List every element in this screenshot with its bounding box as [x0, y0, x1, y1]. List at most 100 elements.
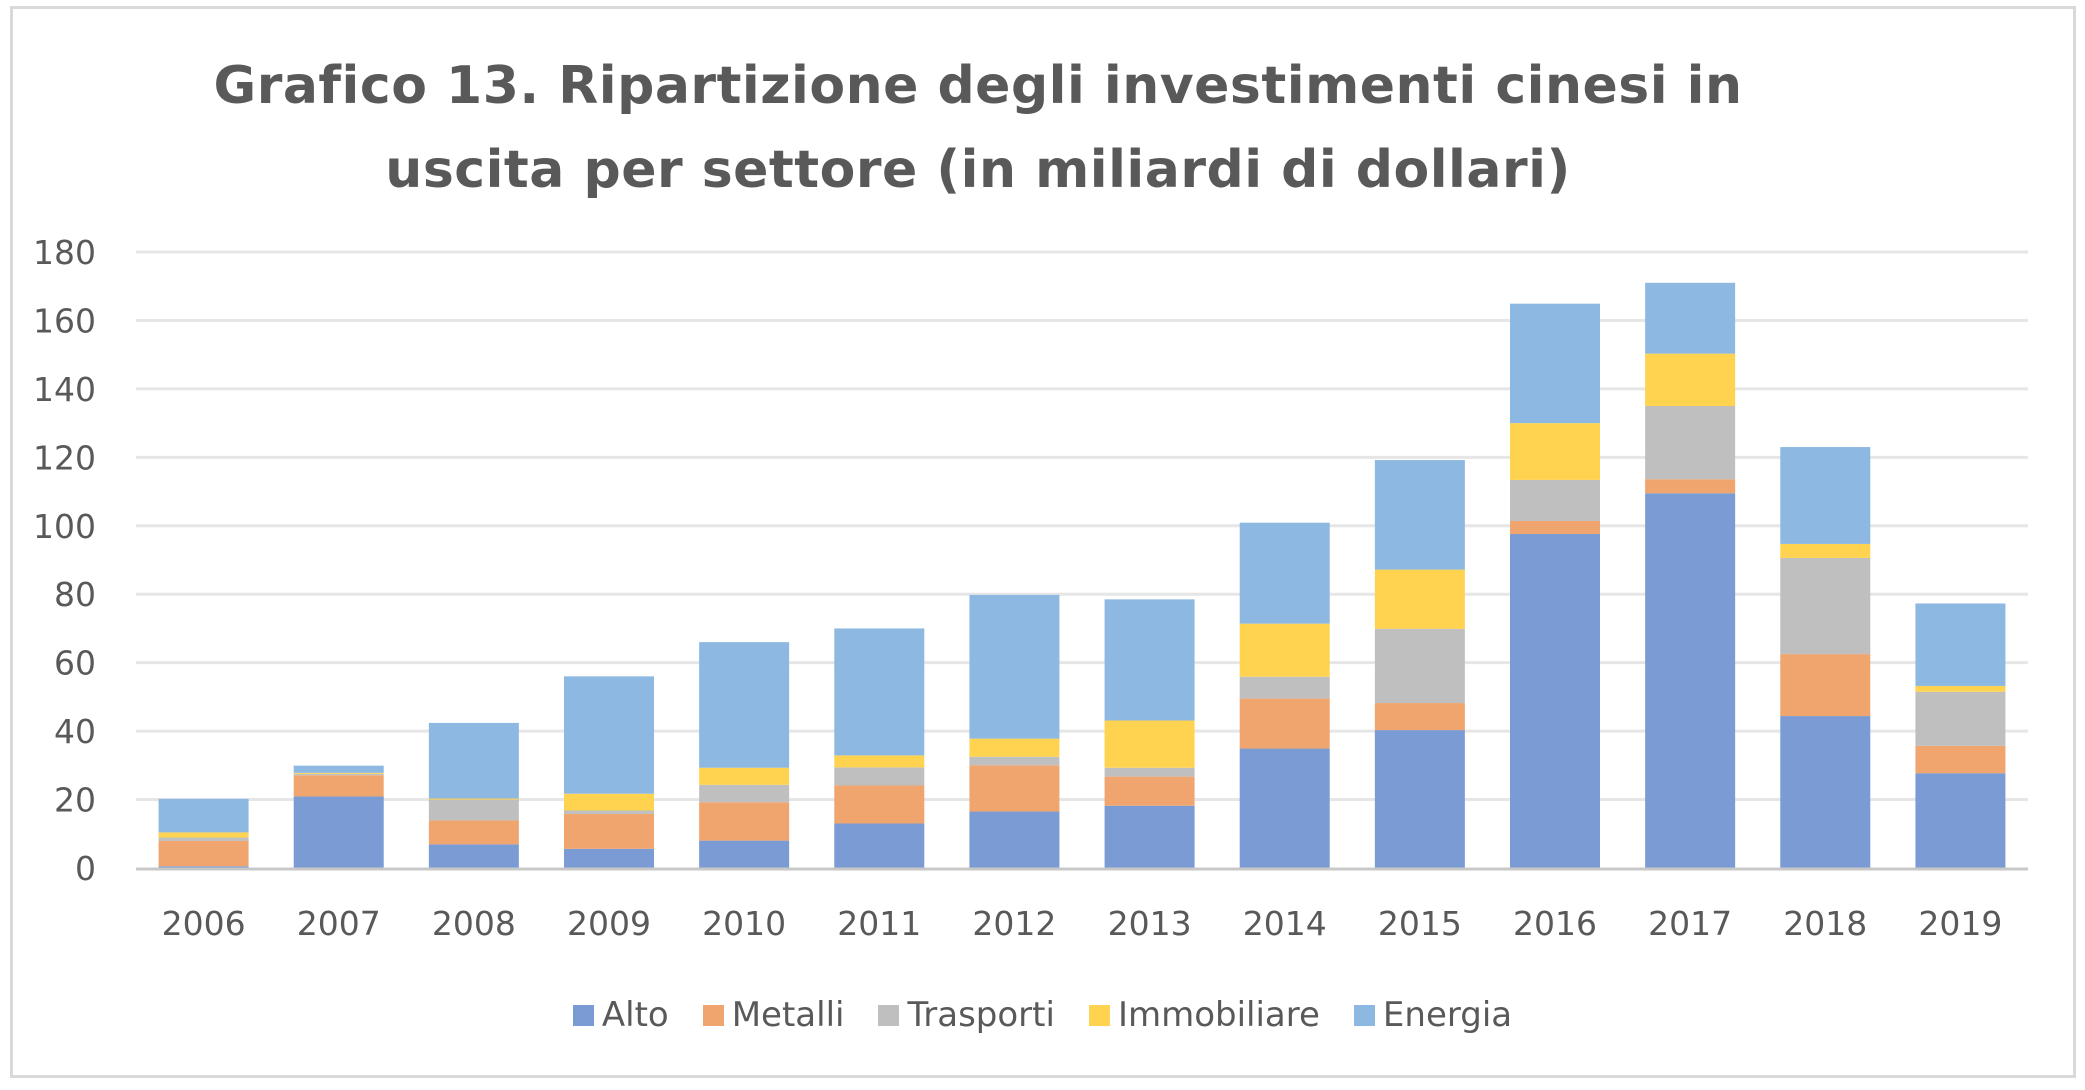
- bar-segment-energia: [564, 676, 654, 794]
- legend-swatch: [572, 1004, 594, 1026]
- x-tick-label: 2018: [1783, 904, 1867, 943]
- bar-segment-immobiliare: [969, 738, 1060, 757]
- bar-segment-metalli: [564, 813, 654, 849]
- bar-segment-immobiliare: [1104, 720, 1195, 768]
- x-tick-label: 2012: [972, 904, 1056, 943]
- legend-swatch: [1088, 1004, 1110, 1026]
- bar-segment-immobiliare: [158, 832, 249, 838]
- legend-item-energia: Energia: [1353, 995, 1513, 1035]
- bar-stack-2009: [564, 676, 654, 868]
- bar-stack-2010: [699, 642, 790, 868]
- bar-segment-metalli: [699, 802, 790, 841]
- bar-segment-metalli: [1239, 698, 1330, 749]
- bar-stack-2015: [1374, 460, 1465, 868]
- x-tick-label: 2013: [1108, 904, 1192, 943]
- bar-segment-alto: [699, 840, 790, 868]
- y-tick-label: 120: [33, 438, 96, 477]
- bar-segment-metalli: [1780, 654, 1871, 717]
- bar-segment-alto: [1915, 773, 2006, 868]
- bar-segment-alto: [158, 866, 249, 868]
- bar-segment-immobiliare: [834, 755, 925, 768]
- x-tick-label: 2014: [1243, 904, 1327, 943]
- bar-segment-alto: [969, 811, 1060, 868]
- y-axis-ticks: 0 20 40 60 80 100 120 140 160 180: [33, 233, 96, 888]
- legend: Alto Metalli Trasporti Immobiliare Energia: [0, 990, 2085, 1040]
- y-tick-label: 80: [54, 575, 96, 614]
- bars: [158, 282, 2006, 868]
- bar-segment-energia: [158, 798, 249, 833]
- bar-stack-2019: [1915, 603, 2006, 868]
- bar-segment-immobiliare: [1510, 423, 1600, 480]
- bar-segment-trasporti: [293, 773, 384, 776]
- bar-segment-metalli: [1915, 745, 2006, 774]
- legend-label: Alto: [601, 995, 669, 1035]
- bar-segment-trasporti: [1239, 676, 1330, 699]
- legend-label: Trasporti: [907, 995, 1055, 1035]
- bar-segment-metalli: [1104, 776, 1195, 806]
- legend-swatch: [702, 1004, 724, 1026]
- legend-item-alto: Alto: [572, 995, 669, 1035]
- y-tick-label: 60: [54, 644, 96, 683]
- bar-segment-trasporti: [1780, 557, 1871, 655]
- bar-segment-immobiliare: [1374, 569, 1465, 629]
- bar-segment-metalli: [1510, 520, 1600, 534]
- gridlines: [136, 250, 2028, 802]
- bar-segment-alto: [428, 844, 519, 868]
- x-tick-label: 2019: [1918, 904, 2002, 943]
- bar-segment-metalli: [1374, 703, 1465, 731]
- chart-title-line-1: Grafico 13. Ripartizione degli investime…: [213, 56, 1743, 116]
- bar-segment-alto: [1780, 716, 1871, 868]
- legend-item-trasporti: Trasporti: [878, 995, 1055, 1035]
- x-tick-label: 2007: [297, 904, 381, 943]
- bar-segment-alto: [834, 823, 925, 868]
- bar-segment-immobiliare: [1915, 685, 2006, 692]
- bar-segment-immobiliare: [1239, 623, 1330, 677]
- legend-swatch: [1353, 1004, 1375, 1026]
- bar-stack-2014: [1239, 522, 1330, 868]
- bar-segment-energia: [1645, 282, 1736, 354]
- bar-segment-alto: [1374, 730, 1465, 868]
- bar-segment-immobiliare: [428, 798, 519, 800]
- legend-label: Immobiliare: [1117, 995, 1320, 1035]
- bar-segment-energia: [1780, 447, 1871, 544]
- x-tick-label: 2006: [162, 904, 246, 943]
- x-tick-label: 2015: [1378, 904, 1462, 943]
- bar-segment-alto: [1645, 493, 1736, 868]
- bar-segment-immobiliare: [1645, 353, 1736, 406]
- bar-segment-immobiliare: [293, 772, 384, 774]
- bar-segment-metalli: [834, 785, 925, 824]
- x-tick-label: 2017: [1648, 904, 1732, 943]
- bar-segment-energia: [1915, 603, 2006, 686]
- x-tick-label: 2016: [1513, 904, 1597, 943]
- bar-segment-energia: [1510, 303, 1600, 424]
- bar-stack-2017: [1645, 282, 1736, 868]
- bar-segment-trasporti: [1374, 628, 1465, 704]
- y-tick-label: 0: [75, 849, 96, 888]
- chart-title-line-2: uscita per settore (in miliardi di dolla…: [385, 140, 1571, 200]
- y-tick-label: 40: [54, 712, 96, 751]
- bar-segment-energia: [1239, 522, 1330, 624]
- bar-stack-2016: [1510, 303, 1600, 868]
- legend-label: Energia: [1382, 995, 1513, 1035]
- bar-segment-energia: [428, 722, 519, 799]
- bar-segment-trasporti: [834, 767, 925, 786]
- legend-swatch: [878, 1004, 900, 1026]
- y-tick-label: 20: [54, 781, 96, 820]
- bar-stack-2018: [1780, 447, 1871, 868]
- bar-segment-metalli: [1645, 479, 1736, 494]
- y-tick-label: 160: [33, 301, 96, 340]
- bar-segment-trasporti: [1510, 479, 1600, 521]
- bar-segment-immobiliare: [699, 767, 790, 785]
- bar-segment-trasporti: [1915, 691, 2006, 746]
- bar-segment-energia: [969, 594, 1060, 739]
- bar-segment-metalli: [969, 765, 1060, 812]
- bar-stack-2012: [969, 594, 1060, 868]
- bar-stack-2008: [428, 722, 519, 868]
- bar-segment-metalli: [293, 775, 384, 797]
- bar-stack-2007: [293, 765, 384, 868]
- legend-item-metalli: Metalli: [702, 995, 844, 1035]
- bar-segment-trasporti: [1104, 767, 1195, 777]
- bar-segment-trasporti: [699, 784, 790, 803]
- x-tick-label: 2011: [837, 904, 921, 943]
- bar-segment-immobiliare: [1780, 543, 1871, 558]
